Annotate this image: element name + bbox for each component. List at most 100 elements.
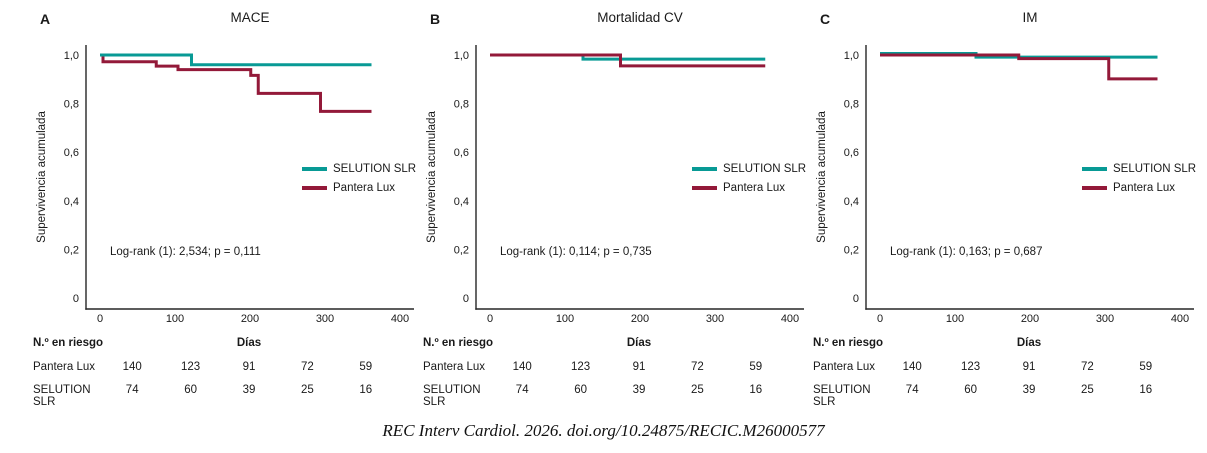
legend-label: SELUTION SLR [723, 163, 807, 175]
risk-value: 60 [964, 384, 977, 396]
risk-value: 39 [242, 384, 256, 396]
km-curve-pantera [880, 53, 1158, 81]
y-tick-label: 0 [73, 293, 79, 305]
legend-item-pantera: Pantera Lux [302, 182, 395, 194]
panel-letter: B [430, 11, 441, 27]
risk-value: 39 [632, 384, 646, 396]
logrank-annotation: Log-rank (1): 0,163; p = 0,687 [890, 246, 1043, 258]
risk-value: 140 [512, 361, 532, 373]
y-tick-label: 0,8 [454, 99, 469, 111]
risk-table-title: N.º en riesgo [33, 337, 104, 349]
risk-row-label: SELUTION SLR [33, 384, 91, 408]
risk-table-days-header: Días [626, 337, 652, 349]
y-tick-label: 0,6 [844, 147, 859, 159]
y-tick-label: 0,2 [454, 244, 469, 256]
km-plot: 0 0,2 0,4 0,6 0,8 1,0 0 100 200 300 400 [454, 45, 804, 325]
km-plot: 0 0,2 0,4 0,6 0,8 1,0 0 100 200 300 400 [64, 45, 414, 325]
y-tick-label: 0 [853, 293, 859, 305]
logrank-annotation: Log-rank (1): 0,114; p = 0,735 [500, 246, 652, 258]
y-tick-label: 1,0 [844, 50, 859, 62]
risk-value: 72 [300, 361, 314, 373]
risk-row-pantera: Pantera Lux 140 123 91 72 59 [810, 361, 1175, 373]
x-tick-label: 100 [166, 313, 184, 325]
risk-value: 60 [574, 384, 587, 396]
legend-label: Pantera Lux [333, 182, 396, 194]
risk-row-pantera: Pantera Lux 140 123 91 72 59 [420, 361, 785, 373]
legend-label: Pantera Lux [1113, 182, 1176, 194]
chart-title: IM [1022, 10, 1038, 25]
x-tick-label: 300 [1096, 313, 1114, 325]
risk-value: 39 [1022, 384, 1036, 396]
legend-line-selution-icon [1082, 167, 1107, 171]
risk-row-selution: SELUTION SLR 74 60 39 25 16 [420, 384, 785, 408]
chart-title: MACE [230, 10, 270, 25]
risk-value: 25 [1080, 384, 1094, 396]
x-tick-label: 300 [316, 313, 334, 325]
km-panel-c: C IM Supervivencia acumulada 0 0,2 0,4 0,6 0… [810, 0, 1202, 410]
risk-value: 74 [515, 384, 529, 396]
legend-line-selution-icon [302, 167, 327, 171]
km-panel-a: A MACE Supervivencia acumulada 0 0,2 0,4 0,… [30, 0, 422, 410]
risk-value: 140 [902, 361, 922, 373]
y-tick-label: 1,0 [454, 50, 469, 62]
y-tick-label: 0,6 [64, 147, 79, 159]
risk-table-days-header: Días [1016, 337, 1042, 349]
legend-item-pantera: Pantera Lux [1082, 182, 1175, 194]
km-curve-pantera [100, 53, 372, 113]
legend-line-selution-icon [692, 167, 717, 171]
risk-value: 25 [690, 384, 704, 396]
risk-row-selution: SELUTION SLR 74 60 39 25 16 [810, 384, 1175, 408]
legend-item-selution: SELUTION SLR [1082, 163, 1196, 175]
x-tick-label: 300 [706, 313, 724, 325]
legend-item-selution: SELUTION SLR [302, 163, 416, 175]
risk-value: 72 [690, 361, 704, 373]
x-tick-label: 200 [631, 313, 649, 325]
legend-label: SELUTION SLR [1113, 163, 1197, 175]
y-tick-label: 0,2 [64, 244, 79, 256]
x-tick-label: 400 [391, 313, 409, 325]
y-tick-label: 0,8 [64, 99, 79, 111]
x-tick-label: 100 [946, 313, 964, 325]
risk-value: 140 [122, 361, 142, 373]
risk-table-days-header: Días [236, 337, 262, 349]
y-tick-label: 0,4 [454, 196, 469, 208]
y-tick-label: 0 [463, 293, 469, 305]
panel-letter: C [820, 11, 831, 27]
y-tick-label: 0,4 [64, 196, 79, 208]
x-tick-label: 0 [97, 313, 103, 325]
risk-value: 74 [905, 384, 919, 396]
km-curve-selution [100, 53, 372, 67]
legend-line-pantera-icon [1082, 186, 1107, 190]
x-tick-label: 400 [1171, 313, 1189, 325]
km-curve-pantera [490, 53, 766, 68]
risk-row-label: Pantera Lux [33, 361, 96, 373]
risk-value: 16 [359, 384, 373, 396]
x-tick-label: 100 [556, 313, 574, 325]
y-tick-label: 1,0 [64, 50, 79, 62]
km-plot: 0 0,2 0,4 0,6 0,8 1,0 0 100 200 300 400 [844, 45, 1194, 325]
x-tick-label: 0 [877, 313, 883, 325]
legend-label: SELUTION SLR [333, 163, 417, 175]
risk-table-title: N.º en riesgo [423, 337, 494, 349]
chart-title: Mortalidad CV [597, 10, 683, 25]
risk-value: 59 [1139, 361, 1153, 373]
risk-value: 91 [242, 361, 256, 373]
x-tick-label: 0 [487, 313, 493, 325]
panel-letter: A [40, 11, 51, 27]
risk-value: 91 [1022, 361, 1036, 373]
risk-row-pantera: Pantera Lux 140 123 91 72 59 [30, 361, 395, 373]
risk-row-label: SELUTION SLR [813, 384, 871, 408]
y-tick-label: 0,8 [844, 99, 859, 111]
risk-row-label: Pantera Lux [423, 361, 486, 373]
legend-item-selution: SELUTION SLR [692, 163, 806, 175]
y-tick-label: 0,6 [454, 147, 469, 159]
legend-line-pantera-icon [302, 186, 327, 190]
x-tick-label: 400 [781, 313, 799, 325]
y-tick-label: 0,2 [844, 244, 859, 256]
risk-value: 16 [749, 384, 763, 396]
risk-value: 72 [1080, 361, 1094, 373]
citation-footer: REC Interv Cardiol. 2026. doi.org/10.248… [382, 421, 825, 440]
legend-label: Pantera Lux [723, 182, 786, 194]
risk-value: 59 [749, 361, 763, 373]
